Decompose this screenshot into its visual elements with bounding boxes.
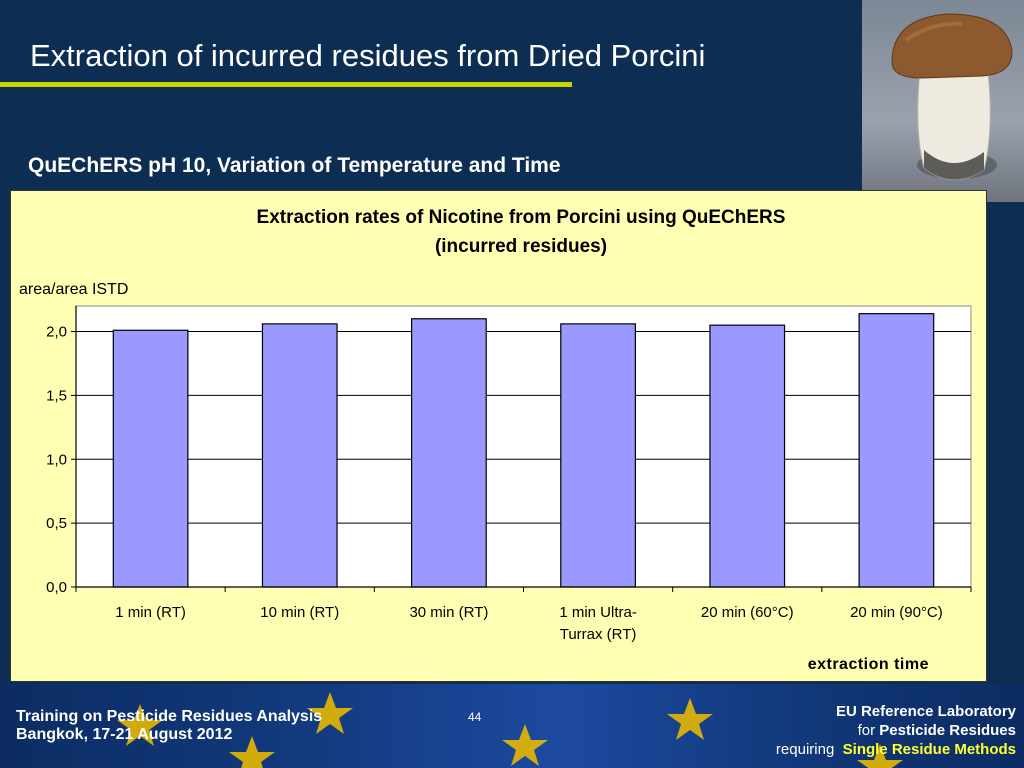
footer-lab-name: EU Reference Laboratory (835, 703, 1016, 720)
x-tick-label: 20 min (60°C) (701, 604, 794, 621)
bar (112, 329, 189, 588)
y-tick-label: 0,5 (46, 515, 67, 532)
bar (858, 313, 935, 588)
x-tick-label: 30 min (RT) (409, 604, 488, 621)
footer-for-text: for (857, 722, 876, 739)
chart-panel: Extraction rates of Nicotine from Porcin… (10, 190, 987, 682)
footer-course-title: Training on Pesticide Residues Analysis (16, 708, 323, 725)
y-axis-label: area/area ISTD (19, 281, 128, 298)
bar (709, 324, 786, 588)
bar (560, 323, 636, 588)
y-tick-label: 1,5 (46, 387, 67, 404)
bar (261, 323, 338, 588)
x-axis-label: extraction time (808, 656, 929, 673)
slide-title: Extraction of incurred residues from Dri… (30, 38, 706, 73)
y-tick-label: 2,0 (46, 324, 67, 341)
bar (411, 318, 487, 588)
footer-location-date: Bangkok, 17-21 August 2012 (16, 726, 233, 743)
page-number: 44 (468, 710, 482, 724)
chart-title-line1: Extraction rates of Nicotine from Porcin… (257, 207, 786, 228)
footer-lab-info: EU Reference Laboratory for Pesticide Re… (776, 702, 1016, 759)
footer-banner: Training on Pesticide Residues Analysis … (0, 684, 1024, 768)
chart-title-line2: (incurred residues) (435, 236, 607, 257)
x-tick-label: 20 min (90°C) (850, 604, 943, 621)
footer-pesticide-residues: Pesticide Residues (879, 722, 1016, 739)
x-tick-label: 1 min (RT) (115, 604, 186, 621)
y-tick-label: 0,0 (46, 579, 67, 596)
y-tick-label: 1,0 (46, 451, 67, 468)
bar-chart: Extraction rates of Nicotine from Porcin… (19, 207, 972, 673)
porcini-mushroom-photo (862, 0, 1024, 202)
porcini-mushroom-icon (891, 13, 1013, 180)
footer-single-residue-methods: Single Residue Methods (842, 741, 1016, 758)
eu-flag-stars-icon (117, 692, 903, 768)
footer-event-info: Training on Pesticide Residues Analysis … (16, 708, 322, 744)
plot-area (75, 305, 972, 588)
x-tick-label: 10 min (RT) (260, 604, 339, 621)
title-underline (0, 82, 572, 87)
x-tick-label: 1 min Ultra- (559, 604, 637, 621)
footer-requiring-text: requiring (775, 741, 835, 758)
x-tick-label: Turrax (RT) (560, 626, 637, 643)
slide-subtitle: QuEChERS pH 10, Variation of Temperature… (28, 154, 561, 177)
